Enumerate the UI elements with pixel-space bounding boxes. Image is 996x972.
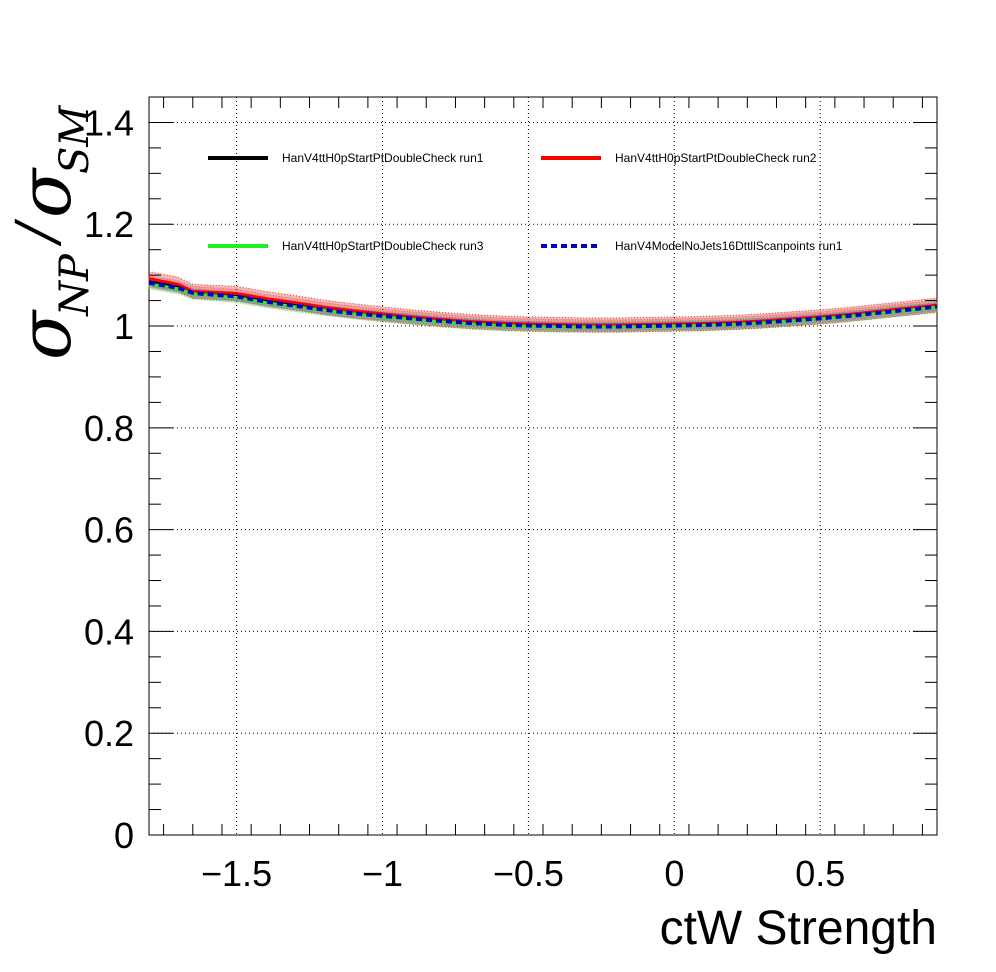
axis-ticks xyxy=(149,96,937,836)
y-tick-label: 0.4 xyxy=(84,611,134,652)
legend: HanV4ttH0pStartPtDoubleCheck run1 HanV4tt… xyxy=(208,151,843,253)
y-tick-label: 0.6 xyxy=(84,510,134,551)
legend-label: HanV4ttH0pStartPtDoubleCheck run3 xyxy=(282,239,484,253)
svg-text:NP: NP xyxy=(52,253,98,317)
svg-text:σ: σ xyxy=(3,167,87,218)
plot-frame xyxy=(148,96,938,836)
y-tick-label: 1.2 xyxy=(84,204,134,245)
y-tick-label: 1 xyxy=(114,306,134,347)
x-tick-label: 0.5 xyxy=(795,853,845,894)
svg-text:SM: SM xyxy=(52,105,98,174)
tick-labels: −1.5 −1 −0.5 0 0.5 0 0.2 0.4 0.6 0.8 1 1.2 1.4 xyxy=(84,102,845,894)
legend-label: HanV4ttH0pStartPtDoubleCheck run1 xyxy=(282,151,484,165)
y-tick-label: 0.8 xyxy=(84,408,134,449)
grid xyxy=(149,97,937,835)
y-tick-label: 0.2 xyxy=(84,713,134,754)
error-band xyxy=(148,270,938,333)
x-tick-label: −0.5 xyxy=(493,853,564,894)
legend-label: HanV4ModelNoJets16DttllScanpoints run1 xyxy=(615,239,843,253)
x-tick-label: −1 xyxy=(362,853,403,894)
svg-text:/: / xyxy=(5,218,70,247)
x-axis-title: ctW Strength xyxy=(660,902,937,955)
x-tick-label: 0 xyxy=(664,853,684,894)
legend-label: HanV4ttH0pStartPtDoubleCheck run2 xyxy=(615,151,817,165)
y-tick-label: 0 xyxy=(114,815,134,856)
svg-text:σ: σ xyxy=(3,309,87,360)
x-tick-label: −1.5 xyxy=(201,853,272,894)
y-axis-title: σ NP / σ SM xyxy=(3,105,98,360)
series-line xyxy=(148,280,938,329)
y-tick-label: 1.4 xyxy=(84,102,134,143)
series-lines xyxy=(148,277,938,329)
